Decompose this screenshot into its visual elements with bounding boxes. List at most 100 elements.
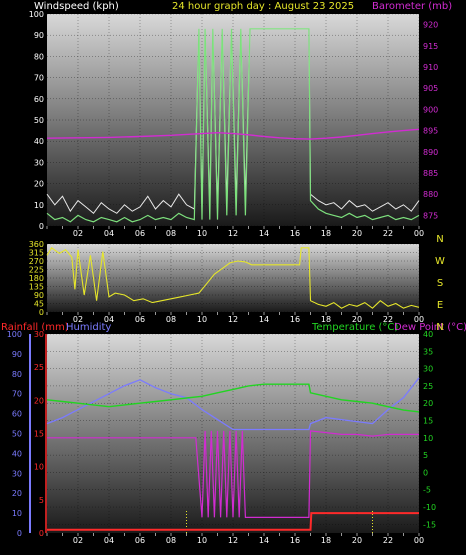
temp-x-tick: 10 [197,536,207,545]
temp-x-tick: 20 [352,536,362,545]
dir-x-tick: 02 [73,315,83,324]
wind-y-tick: 0 [39,222,44,231]
temp-x-tick: 12 [228,536,238,545]
baro-y-tick: 890 [423,148,438,157]
dir-y-tick: 45 [34,300,44,309]
dir-x-tick: 20 [352,315,362,324]
wind-x-tick: 04 [104,229,114,238]
wind-x-tick: 06 [135,229,145,238]
wind-x-tick: 02 [73,229,83,238]
rain-y-tick: 5 [39,496,44,505]
baro-y-tick: 910 [423,63,438,72]
wind-x-tick: 00 [414,229,424,238]
rain-y-tick: 20 [34,396,44,405]
temp-x-tick: 22 [383,536,393,545]
temp-x-tick: 06 [135,536,145,545]
wind-y-tick: 20 [34,180,44,189]
wind-y-tick: 10 [34,201,44,210]
temp-x-tick: 16 [290,536,300,545]
wind-y-tick: 100 [29,10,44,19]
temp-y-tick: 15 [423,417,433,426]
wind-x-tick: 12 [228,229,238,238]
temp-y-tick: -15 [423,520,436,529]
dir-y-tick: 270 [29,257,44,266]
humidity-y-tick: 20 [12,489,22,498]
wind-x-tick: 22 [383,229,393,238]
wind-x-tick: 10 [197,229,207,238]
wind-y-tick: 90 [34,31,44,40]
dir-y-tick: 0 [39,308,44,317]
temp-y-tick: 35 [423,347,433,356]
wind-y-tick: 50 [34,116,44,125]
dir-y-tick: 225 [29,266,44,275]
compass-letter-n: N [436,234,443,245]
direction-series [46,247,420,309]
rain-y-tick: 10 [34,463,44,472]
temp-x-tick: 18 [321,536,331,545]
humidity-y-tick: 100 [7,330,22,339]
dir-y-tick: 90 [34,291,44,300]
barometer-series [46,128,420,140]
dir-x-tick: 04 [104,315,114,324]
humidity-y-tick: 80 [12,370,22,379]
wind-y-tick: 30 [34,158,44,167]
wind-x-tick: 14 [259,229,269,238]
dir-x-tick: 18 [321,315,331,324]
humidity-axis-label: Humidity [66,322,111,333]
dew-point-series [47,430,419,519]
baro-y-tick: 900 [423,105,438,114]
humidity-y-tick: 60 [12,410,22,419]
compass-letter-s: S [437,278,443,289]
dir-x-tick: 14 [259,315,269,324]
temperature-axis-label: Temperature (°C) [311,322,398,333]
dir-y-tick: 315 [29,249,44,258]
windspeed-series [46,28,420,223]
wind-x-tick: 20 [352,229,362,238]
compass-letter-e: E [437,300,443,311]
baro-y-tick: 880 [423,190,438,199]
windspeed-axis-label: Windspeed (kph) [34,1,119,12]
wind-y-tick: 60 [34,95,44,104]
temp-x-tick: 00 [414,536,424,545]
humidity-y-tick: 50 [12,430,22,439]
rain-y-tick: 25 [34,363,44,372]
humidity-series [46,377,420,431]
temp-y-tick: 20 [423,399,433,408]
temp-y-tick: 40 [423,330,433,339]
baro-y-tick: 875 [423,211,438,220]
dir-x-tick: 16 [290,315,300,324]
compass-letter-n: N [436,322,443,333]
baro-y-tick: 885 [423,169,438,178]
temp-y-tick: 5 [423,451,428,460]
compass-letter-w: W [435,256,445,267]
temperature-series [46,383,420,413]
temp-y-tick: 25 [423,382,433,391]
humidity-y-tick: 90 [12,350,22,359]
dir-x-tick: 00 [414,315,424,324]
rainfall-series [47,512,419,531]
temp-y-tick: 30 [423,365,433,374]
temp-y-tick: 10 [423,434,433,443]
temp-y-tick: 0 [423,468,428,477]
page-title: 24 hour graph day : August 23 2025 [172,1,354,12]
wind-y-tick: 40 [34,137,44,146]
rain-y-tick: 0 [39,529,44,538]
humidity-y-tick: 40 [12,449,22,458]
temp-x-tick: 04 [104,536,114,545]
humidity-y-tick: 10 [12,509,22,518]
dir-y-tick: 360 [29,240,44,249]
rain-y-tick: 30 [34,330,44,339]
baro-y-tick: 895 [423,127,438,136]
baro-y-tick: 905 [423,84,438,93]
baro-y-tick: 915 [423,42,438,51]
rain-y-tick: 15 [34,430,44,439]
dir-x-tick: 08 [166,315,176,324]
temp-x-tick: 08 [166,536,176,545]
dir-x-tick: 12 [228,315,238,324]
temp-y-tick: -10 [423,503,436,512]
temp-y-tick: -5 [423,486,431,495]
temp-x-tick: 02 [73,536,83,545]
wind-y-tick: 70 [34,74,44,83]
dir-x-tick: 06 [135,315,145,324]
